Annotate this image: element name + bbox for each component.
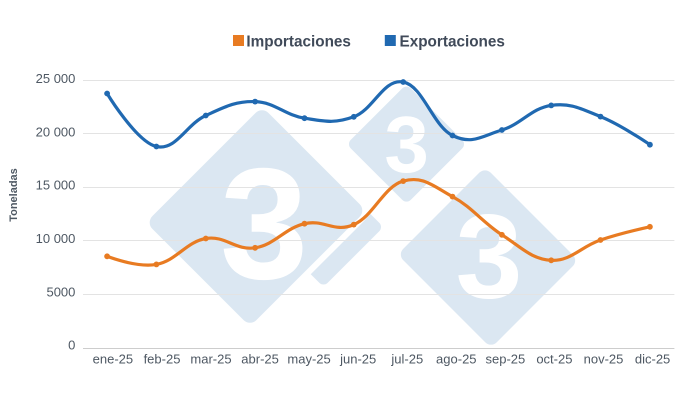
- svg-text:abr-25: abr-25: [241, 351, 279, 366]
- svg-text:Importaciones: Importaciones: [246, 34, 351, 51]
- svg-text:feb-25: feb-25: [144, 351, 181, 366]
- svg-text:mar-25: mar-25: [190, 351, 231, 366]
- svg-text:oct-25: oct-25: [536, 351, 572, 366]
- svg-text:jul-25: jul-25: [390, 351, 423, 366]
- svg-text:Exportaciones: Exportaciones: [400, 34, 505, 51]
- svg-text:jun-25: jun-25: [339, 351, 376, 366]
- svg-text:ene-25: ene-25: [93, 351, 133, 366]
- svg-text:25 000: 25 000: [36, 71, 76, 86]
- svg-text:ago-25: ago-25: [436, 351, 476, 366]
- svg-text:3: 3: [384, 100, 429, 189]
- svg-text:10 000: 10 000: [36, 231, 76, 246]
- svg-text:Toneladas: Toneladas: [8, 168, 20, 222]
- svg-text:3: 3: [220, 135, 308, 312]
- svg-text:15 000: 15 000: [36, 178, 76, 193]
- svg-text:0: 0: [68, 338, 75, 353]
- svg-text:3: 3: [456, 190, 523, 324]
- svg-text:sep-25: sep-25: [486, 351, 526, 366]
- svg-text:5000: 5000: [46, 284, 75, 299]
- svg-text:dic-25: dic-25: [635, 351, 670, 366]
- svg-text:nov-25: nov-25: [584, 351, 624, 366]
- svg-text:may-25: may-25: [287, 351, 330, 366]
- svg-text:20 000: 20 000: [36, 124, 76, 139]
